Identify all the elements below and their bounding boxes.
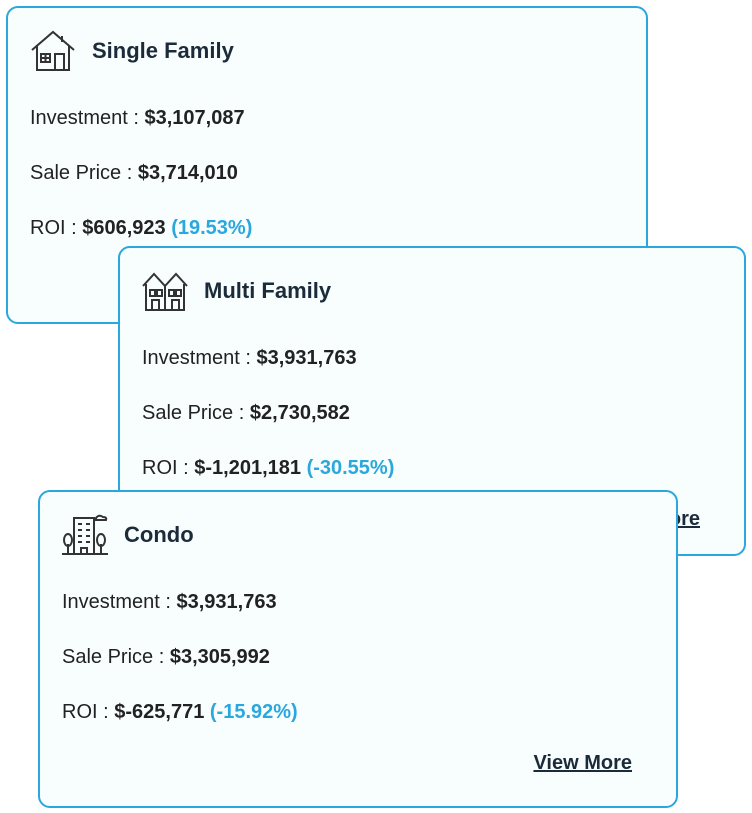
roi-row: ROI : $606,923 (19.53%) <box>30 217 252 240</box>
roi-label: ROI : <box>62 701 109 723</box>
house-icon <box>31 30 75 71</box>
investment-value: $3,931,763 <box>176 591 277 613</box>
card: Condo Investment : $3,931,763 Sale Price :… <box>38 490 678 808</box>
roi-label: ROI : <box>142 457 189 479</box>
roi-percent: (-30.55%) <box>306 457 395 479</box>
condo-icon <box>62 514 108 555</box>
sale-price-value: $3,714,010 <box>137 162 238 184</box>
roi-value: $-625,771 <box>114 701 205 723</box>
investment-label: Investment : <box>142 347 251 369</box>
investment-value: $3,931,763 <box>256 347 357 369</box>
sale-price-row: Sale Price : $2,730,582 <box>142 402 350 425</box>
card-title: Single Family <box>92 38 234 63</box>
investment-row: Investment : $3,931,763 <box>62 591 277 614</box>
sale-price-value: $2,730,582 <box>249 402 350 424</box>
roi-value: $606,923 <box>82 217 166 239</box>
investment-label: Investment : <box>62 591 171 613</box>
investment-value: $3,107,087 <box>144 107 245 129</box>
roi-row: ROI : $-625,771 (-15.92%) <box>62 701 298 724</box>
roi-percent: (19.53%) <box>171 217 253 239</box>
sale-price-row: Sale Price : $3,305,992 <box>62 646 270 669</box>
roi-percent: (-15.92%) <box>209 701 298 723</box>
card-title: Condo <box>124 522 194 547</box>
sale-price-label: Sale Price : <box>30 162 133 184</box>
card-title: Multi Family <box>204 278 332 303</box>
roi-row: ROI : $-1,201,181 (-30.55%) <box>142 457 394 480</box>
sale-price-value: $3,305,992 <box>169 646 270 668</box>
sale-price-row: Sale Price : $3,714,010 <box>30 162 238 185</box>
sale-price-label: Sale Price : <box>62 646 165 668</box>
view-more-link[interactable]: View More <box>533 752 632 774</box>
roi-value: $-1,201,181 <box>194 457 301 479</box>
sale-price-label: Sale Price : <box>142 402 245 424</box>
investment-row: Investment : $3,107,087 <box>30 107 245 130</box>
roi-label: ROI : <box>30 217 77 239</box>
investment-label: Investment : <box>30 107 139 129</box>
investment-row: Investment : $3,931,763 <box>142 347 357 370</box>
multi-family-icon <box>142 272 188 311</box>
